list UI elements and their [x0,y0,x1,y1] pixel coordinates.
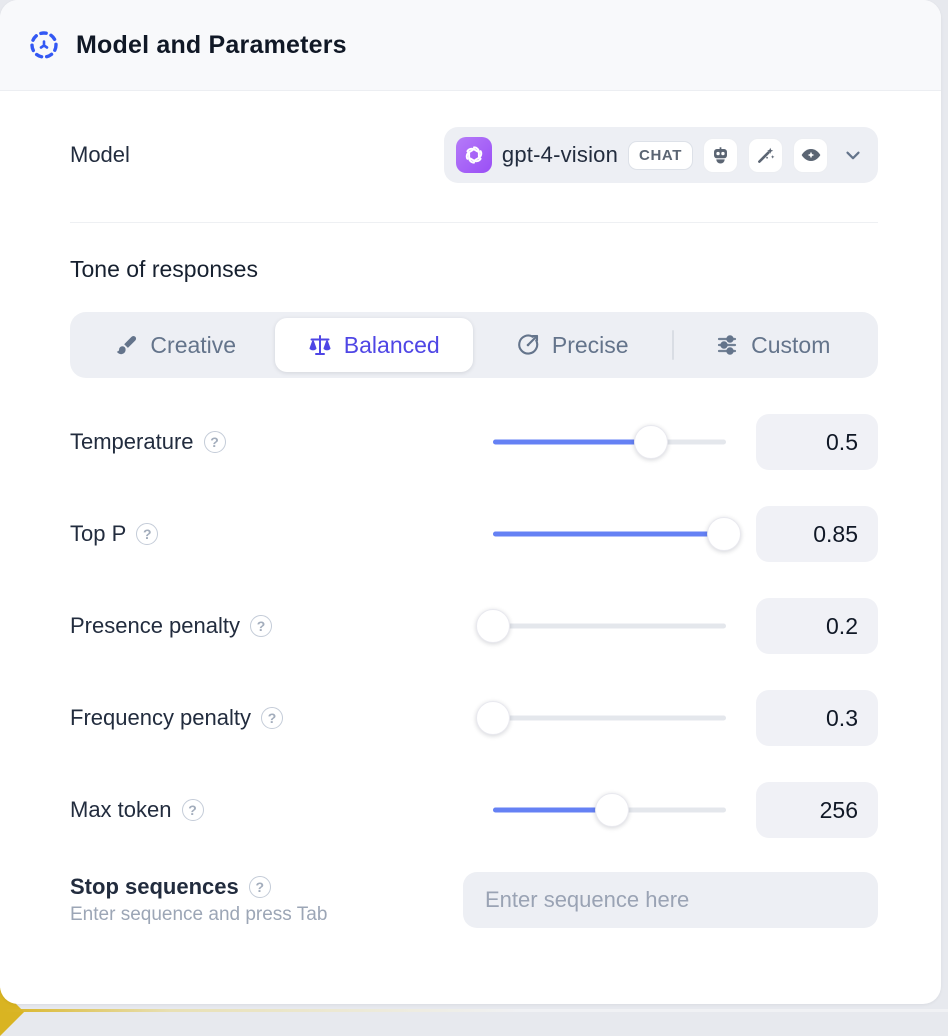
sliders-icon [715,333,739,357]
tone-option-label: Balanced [343,331,440,358]
panel-title: Model and Parameters [76,30,347,59]
paintbrush-icon [114,333,138,357]
parameter-row-temperature: Temperature ? 0.5 [70,414,878,470]
model-row: Model gpt-4-vision CH [70,127,878,183]
parameter-label: Max token [70,797,172,822]
tone-segmented-control: Creative Balanced [70,312,878,378]
max-token-value[interactable]: 256 [756,782,878,838]
top-p-slider[interactable] [493,506,741,562]
slider-thumb[interactable] [706,517,741,551]
parameter-label: Top P [70,521,127,546]
help-icon[interactable]: ? [248,876,271,898]
background-bottom-line [0,1009,948,1012]
stop-sequences-label: Stop sequences [70,874,239,899]
model-hub-icon [28,29,60,61]
chat-type-badge: CHAT [628,140,693,170]
tone-option-creative[interactable]: Creative [76,318,275,372]
model-label: Model [70,142,130,167]
parameter-row-top-p: Top P ? 0.85 [70,506,878,562]
help-icon[interactable]: ? [181,799,204,821]
parameter-row-frequency-penalty: Frequency penalty ? 0.3 [70,690,878,746]
tone-option-balanced[interactable]: Balanced [274,318,473,372]
presence-penalty-slider[interactable] [476,598,726,654]
robot-icon [703,137,738,173]
parameter-label: Temperature [70,429,194,454]
model-name: gpt-4-vision [501,142,619,167]
temperature-value[interactable]: 0.5 [756,414,878,470]
tone-option-precise[interactable]: Precise [473,318,672,372]
model-select[interactable]: gpt-4-vision CHAT [443,127,878,183]
chevron-down-icon [842,144,864,166]
stop-sequences-row: Stop sequences ? Enter sequence and pres… [70,872,878,928]
slider-thumb[interactable] [634,425,669,459]
tone-option-label: Creative [150,331,237,358]
slider-thumb[interactable] [476,701,510,735]
stop-sequence-input[interactable] [463,872,878,928]
parameter-row-max-token: Max token ? 256 [70,782,878,838]
tone-heading: Tone of responses [70,256,258,282]
parameter-label: Presence penalty [70,613,240,638]
temperature-slider[interactable] [493,414,726,470]
stop-sequences-hint: Enter sequence and press Tab [70,904,328,925]
tone-option-label: Custom [751,331,831,358]
frequency-penalty-value[interactable]: 0.3 [756,690,878,746]
balance-scale-icon [308,333,332,357]
top-p-value[interactable]: 0.85 [756,506,878,562]
target-icon [516,333,540,357]
help-icon[interactable]: ? [136,523,159,545]
panel-body: Model gpt-4-vision CH [0,91,941,928]
tone-option-label: Precise [551,331,629,358]
tone-option-custom[interactable]: Custom [674,318,873,372]
openai-logo-icon [455,137,492,173]
section-divider [70,222,878,223]
vision-eye-icon [793,137,828,173]
slider-thumb[interactable] [594,793,629,827]
slider-thumb[interactable] [476,609,510,643]
panel-header: Model and Parameters [0,0,941,91]
max-token-slider[interactable] [493,782,726,838]
segment-divider [671,330,674,360]
help-icon[interactable]: ? [261,707,283,729]
help-icon[interactable]: ? [203,431,226,453]
model-parameters-panel: Model and Parameters Model [0,0,941,1004]
presence-penalty-value[interactable]: 0.2 [756,598,878,654]
magic-wand-icon [748,137,783,173]
parameter-row-presence-penalty: Presence penalty ? 0.2 [70,598,878,654]
help-icon[interactable]: ? [250,615,272,637]
frequency-penalty-slider[interactable] [476,690,726,746]
parameter-label: Frequency penalty [70,705,251,730]
